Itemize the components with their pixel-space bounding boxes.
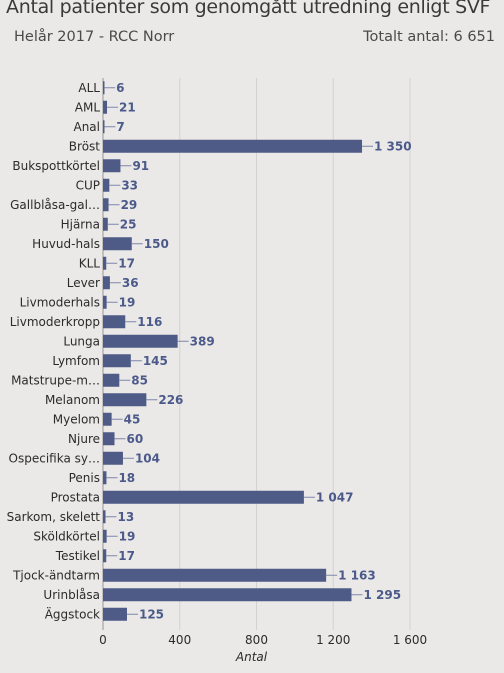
value-label: 1 163 [338, 568, 376, 582]
category-label: Ospecifika sy… [9, 451, 100, 465]
bar [103, 471, 107, 485]
bar [103, 120, 105, 134]
x-tick-label: 1 200 [316, 633, 350, 647]
bar [103, 100, 108, 114]
category-label: Lever [67, 276, 100, 290]
value-label: 19 [119, 295, 136, 309]
value-label: 85 [131, 373, 148, 387]
bar [103, 568, 327, 582]
bar [103, 81, 105, 95]
bars [103, 81, 363, 621]
x-axis-title: Antal [235, 650, 268, 664]
x-tick-label: 800 [245, 633, 268, 647]
value-label: 13 [117, 510, 134, 524]
category-label: Äggstock [45, 606, 100, 621]
value-label: 36 [122, 276, 139, 290]
bar [103, 315, 126, 329]
bar [103, 237, 132, 251]
x-tick-label: 1 600 [393, 633, 427, 647]
category-label: CUP [76, 178, 100, 192]
bar [103, 159, 121, 173]
value-label: 19 [119, 529, 136, 543]
value-label: 6 [116, 81, 124, 95]
value-label: 150 [144, 237, 169, 251]
category-label: Bröst [69, 139, 100, 153]
category-label: Matstrupe-m… [11, 373, 100, 387]
x-tick-label: 400 [168, 633, 191, 647]
value-label: 226 [158, 393, 183, 407]
category-label: Urinblåsa [43, 588, 100, 602]
total-count: Totalt antal: 6 651 [363, 29, 495, 45]
x-tick-labels: 0 400 800 1 200 1 600 [99, 633, 427, 647]
chart-title: Antal patienter som genomgått utredning … [6, 0, 491, 18]
value-label: 145 [143, 354, 168, 368]
bar [103, 393, 147, 407]
value-label: 33 [121, 178, 138, 192]
bar [103, 412, 112, 426]
value-label: 25 [120, 217, 137, 231]
bar [103, 354, 131, 368]
bar [103, 490, 304, 504]
bar [103, 334, 178, 348]
category-label: Sköldkörtel [33, 529, 100, 543]
value-label: 1 350 [374, 139, 412, 153]
chart-subtitle: Helår 2017 - RCC Norr [14, 29, 175, 45]
value-label: 7 [116, 120, 124, 134]
category-label: Prostata [51, 490, 100, 504]
x-tick-label: 0 [99, 633, 107, 647]
bar [103, 295, 107, 309]
category-label: Njure [68, 432, 100, 446]
category-label: Lymfom [52, 354, 100, 368]
category-label: ALL [78, 81, 100, 95]
bar [103, 549, 107, 563]
value-label: 91 [132, 159, 149, 173]
category-label: Hjärna [61, 217, 100, 231]
category-label: KLL [79, 256, 101, 270]
bar [103, 198, 109, 212]
category-label: Sarkom, skelett [7, 510, 101, 524]
value-label: 104 [135, 451, 160, 465]
category-label: Lunga [63, 334, 100, 348]
value-label: 116 [137, 315, 162, 329]
value-label: 389 [190, 334, 215, 348]
value-label: 17 [118, 549, 135, 563]
bar [103, 607, 127, 621]
category-label: Melanom [45, 393, 100, 407]
value-label: 29 [121, 198, 138, 212]
category-label: Livmoderhals [20, 295, 100, 309]
category-label: AML [75, 100, 101, 114]
category-label: Tjock-ändtarm [12, 568, 100, 582]
bar [103, 432, 115, 446]
bar [103, 529, 107, 543]
value-label: 45 [124, 412, 141, 426]
value-label: 125 [139, 607, 164, 621]
bar [103, 588, 352, 602]
category-label: Livmoderkropp [10, 315, 100, 329]
category-label: Myelom [53, 412, 100, 426]
category-label: Testikel [55, 549, 100, 563]
value-label: 60 [127, 432, 144, 446]
value-label: 1 295 [363, 588, 401, 602]
value-label: 1 047 [316, 490, 354, 504]
bar [103, 373, 120, 387]
bar [103, 217, 108, 231]
bar [103, 510, 106, 524]
category-label: Anal [73, 120, 100, 134]
category-label: Bukspottkörtel [12, 159, 100, 173]
category-label: Gallblåsa-gal… [10, 198, 100, 212]
category-label: Penis [69, 471, 100, 485]
value-label: 18 [118, 471, 135, 485]
category-labels: ALL AML Anal Bröst Bukspottkörtel CUP Gallblås… [7, 81, 101, 622]
bar [103, 276, 110, 290]
bar [103, 256, 107, 270]
value-label: 17 [118, 256, 135, 270]
value-label: 21 [119, 100, 136, 114]
bar [103, 451, 123, 465]
category-label: Huvud-hals [32, 237, 100, 251]
bar [103, 178, 110, 192]
bar [103, 139, 363, 153]
